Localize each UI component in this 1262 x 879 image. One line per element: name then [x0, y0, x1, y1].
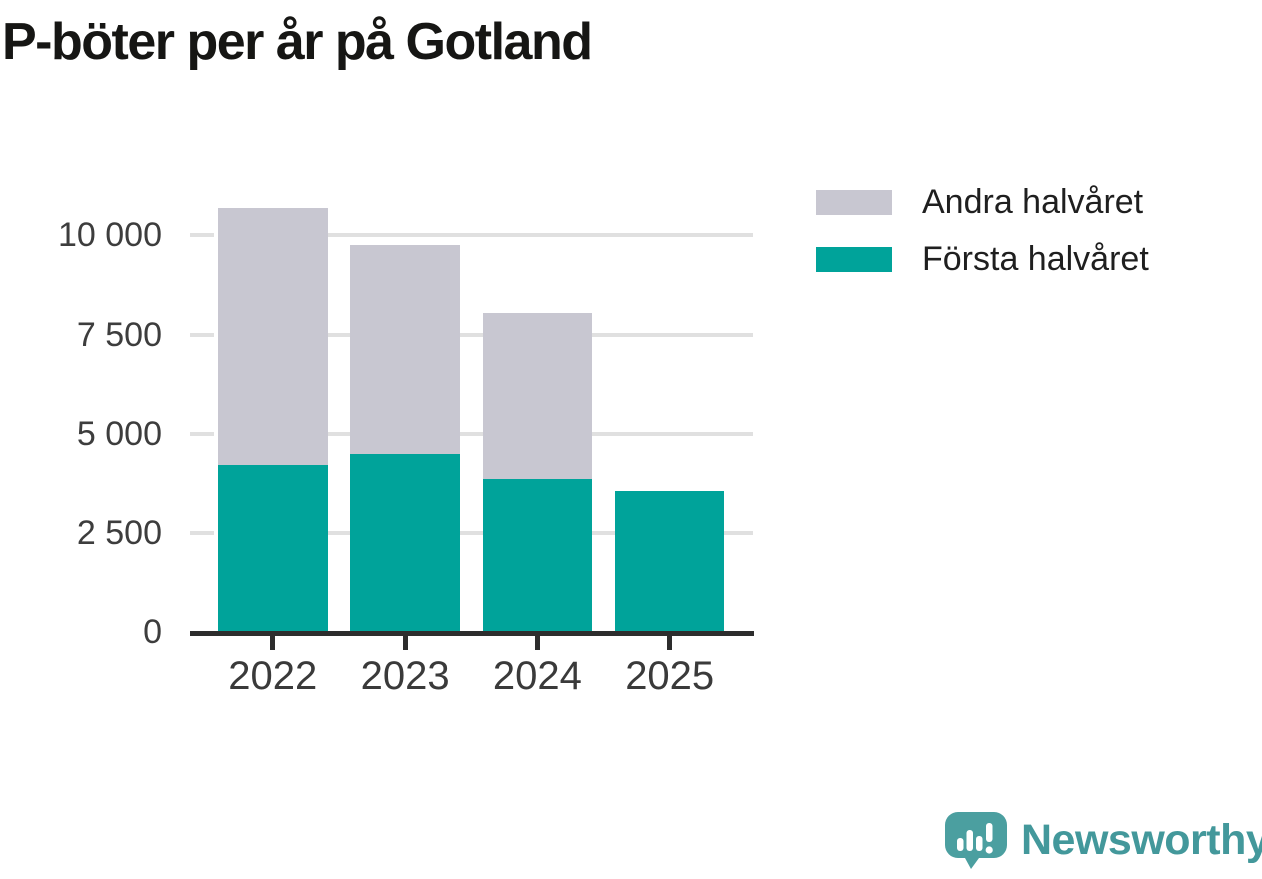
gridline-10000 [218, 233, 753, 238]
bar-2025-första-halvåret [614, 491, 725, 632]
newsworthy-logo-text: Newsworthy [1021, 816, 1262, 864]
y-tick-mark [190, 431, 214, 436]
x-tick-label-2022: 2022 [228, 654, 318, 698]
legend-item-andra-halvåret: Andra halvåret [816, 183, 1149, 221]
x-tick-mark-2025 [667, 636, 673, 650]
x-tick-label-2023: 2023 [360, 654, 450, 698]
y-tick-label: 0 [143, 613, 162, 651]
legend-swatch [816, 190, 892, 215]
y-tick-mark [190, 530, 214, 535]
bar-2023-första-halvåret [350, 453, 460, 632]
bar-2024-första-halvåret [482, 479, 593, 632]
bar-2022-första-halvåret [218, 465, 328, 632]
y-tick-label: 7 500 [76, 315, 162, 354]
bar-2023-andra-halvåret [350, 245, 460, 454]
legend-swatch [816, 247, 892, 272]
bar-2022-andra-halvåret [218, 207, 328, 466]
legend-label: Andra halvåret [922, 183, 1144, 221]
y-tick-label: 5 000 [76, 414, 162, 453]
x-tick-label-2024: 2024 [492, 654, 582, 698]
newsworthy-speech-bubble-bars-icon [945, 812, 1007, 869]
x-tick-mark-2024 [534, 636, 540, 650]
legend: Andra halvåret Första halvåret [816, 183, 1149, 304]
bar-2024-andra-halvåret [482, 312, 593, 480]
chart-title: P-böter per år på Gotland [2, 13, 593, 71]
legend-item-första-halvåret: Första halvåret [816, 240, 1149, 278]
y-tick-mark [190, 332, 214, 337]
legend-label: Första halvåret [922, 240, 1149, 278]
y-tick-label: 2 500 [76, 513, 162, 552]
x-tick-label-2025: 2025 [625, 654, 715, 698]
x-tick-mark-2023 [402, 636, 408, 650]
newsworthy-logo: Newsworthy [945, 812, 1262, 869]
y-tick-mark [190, 233, 214, 238]
y-tick-label: 10 000 [58, 216, 162, 255]
x-axis-line [190, 631, 754, 636]
x-tick-mark-2022 [270, 636, 276, 650]
